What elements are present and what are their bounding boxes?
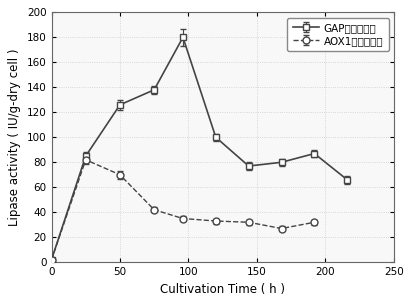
Y-axis label: Lipase activity ( IU/g-dry cell ): Lipase activity ( IU/g-dry cell ) bbox=[8, 49, 21, 226]
X-axis label: Cultivation Time ( h ): Cultivation Time ( h ) bbox=[160, 283, 285, 296]
Legend: GAP启动子酶活, AOX1启动子酶活: GAP启动子酶活, AOX1启动子酶活 bbox=[287, 18, 389, 51]
